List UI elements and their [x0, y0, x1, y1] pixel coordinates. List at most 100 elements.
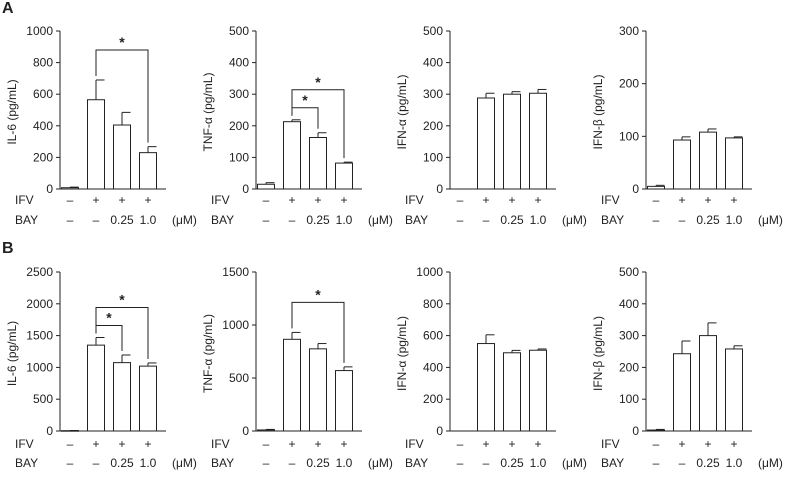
chart-6-bay-value: – — [289, 456, 296, 470]
chart-8-y-tick-label: 200 — [619, 360, 639, 374]
chart-1-y-tick-label: 600 — [33, 87, 53, 101]
chart-1-bay-value: – — [93, 213, 100, 227]
chart-2-bar — [309, 136, 327, 190]
chart-7-y-tick-label: 400 — [423, 360, 443, 374]
chart-7-bar — [477, 343, 495, 432]
chart-4-bar — [673, 139, 691, 190]
chart-5-ifv-value: – — [67, 437, 74, 451]
chart-6-ifv-value: + — [340, 437, 347, 451]
chart-3-bay-label: BAY — [405, 213, 428, 227]
chart-5-ifv-label: IFV — [15, 437, 34, 451]
chart-8-bay-value: 1.0 — [726, 456, 743, 470]
chart-6-bay-label: BAY — [211, 456, 234, 470]
chart-2-bay-value: 1.0 — [336, 213, 353, 227]
chart-5-unit-label: (μM) — [172, 456, 197, 470]
chart-5-bay-value: – — [93, 456, 100, 470]
chart-2-bar — [283, 121, 301, 190]
chart-2-y-tick-label: 100 — [229, 150, 249, 164]
chart-8-bay-value: – — [679, 456, 686, 470]
chart-6-ifv-value: – — [263, 437, 270, 451]
chart-3-ifv-value: – — [457, 193, 464, 207]
chart-2-bay-value: 0.25 — [306, 213, 330, 227]
chart-4-ifv-value: – — [653, 193, 660, 207]
chart-4-y-axis-label: IFN-β (pg/mL) — [591, 75, 605, 150]
chart-3-bay-value: – — [483, 213, 490, 227]
chart-2-ifv-value: + — [340, 193, 347, 207]
chart-5-y-tick-label: 2500 — [26, 265, 53, 279]
chart-7-ifv-value: – — [457, 437, 464, 451]
chart-4-y-tick-label: 0 — [632, 182, 639, 196]
chart-6-bay-value: – — [263, 456, 270, 470]
chart-4-bay-value: – — [653, 213, 660, 227]
chart-8-unit-label: (μM) — [758, 456, 783, 470]
chart-6-ifv-value: + — [314, 437, 321, 451]
chart-4-ifv-label: IFV — [601, 193, 620, 207]
chart-2-unit-label: (μM) — [368, 213, 393, 227]
chart-3-y-tick-label: 100 — [423, 150, 443, 164]
chart-1-y-tick-label: 800 — [33, 56, 53, 70]
chart-7-bar — [529, 349, 547, 432]
chart-1-y-tick-label: 0 — [46, 182, 53, 196]
chart-5-y-axis-label: IL-6 (pg/mL) — [5, 321, 19, 386]
chart-8-bar — [699, 335, 717, 432]
chart-2-bay-label: BAY — [211, 213, 234, 227]
chart-7-bay-value: 0.25 — [500, 456, 524, 470]
chart-4-bay-value: 0.25 — [696, 213, 720, 227]
chart-8-bay-value: 0.25 — [696, 456, 720, 470]
chart-4-unit-label: (μM) — [758, 213, 783, 227]
chart-1-bay-value: 0.25 — [110, 213, 134, 227]
chart-6-unit-label: (μM) — [368, 456, 393, 470]
chart-8-ifv-value: + — [678, 437, 685, 451]
chart-5-bar — [87, 344, 105, 432]
chart-7-bay-value: 1.0 — [530, 456, 547, 470]
chart-5-bar — [113, 362, 131, 432]
chart-3-ifv-value: + — [482, 193, 489, 207]
chart-8-y-tick-label: 300 — [619, 329, 639, 343]
chart-7-ifv-value: + — [508, 437, 515, 451]
chart-2-ifv-value: – — [263, 193, 270, 207]
chart-6-bar — [257, 429, 275, 432]
panel-label-b: B — [2, 240, 14, 257]
chart-5-ifv-value: + — [118, 437, 125, 451]
chart-3-bay-value: – — [457, 213, 464, 227]
chart-1-bay-label: BAY — [15, 213, 38, 227]
chart-4-y-tick-label: 300 — [619, 24, 639, 38]
chart-3-y-tick-label: 500 — [423, 24, 443, 38]
chart-8-ifv-value: + — [730, 437, 737, 451]
chart-2-ifv-label: IFV — [211, 193, 230, 207]
chart-5-bar — [139, 365, 157, 432]
chart-2-ifv-value: + — [288, 193, 295, 207]
chart-5-y-tick-label: 500 — [33, 392, 53, 406]
chart-7-y-axis-label: IFN-α (pg/mL) — [395, 316, 409, 391]
chart-5-significance-bracket — [95, 307, 149, 359]
chart-7-y-tick-label: 200 — [423, 392, 443, 406]
chart-1-y-tick-label: 200 — [33, 150, 53, 164]
chart-7-bar — [503, 352, 521, 432]
chart-7-y-tick-label: 800 — [423, 297, 443, 311]
chart-4-bay-label: BAY — [601, 213, 624, 227]
chart-1-y-tick-label: 400 — [33, 119, 53, 133]
chart-4-bar — [725, 137, 743, 190]
chart-8-ifv-label: IFV — [601, 437, 620, 451]
chart-5-significance-star: * — [119, 292, 125, 308]
chart-4-bar — [647, 185, 665, 190]
panel-label-a: A — [2, 0, 14, 17]
chart-4-bay-value: – — [679, 213, 686, 227]
chart-2-y-tick-label: 400 — [229, 56, 249, 70]
chart-2-bay-value: – — [263, 213, 270, 227]
chart-5-bay-value: 1.0 — [140, 456, 157, 470]
chart-1-ifv-value: + — [92, 193, 99, 207]
chart-1-bar — [61, 187, 79, 190]
chart-6-ifv-label: IFV — [211, 437, 230, 451]
chart-6-bar — [309, 348, 327, 432]
chart-8-bay-label: BAY — [601, 456, 624, 470]
chart-5-bay-value: – — [67, 456, 74, 470]
chart-5-bay-label: BAY — [15, 456, 38, 470]
chart-7-ifv-value: + — [534, 437, 541, 451]
chart-7-unit-label: (μM) — [562, 456, 587, 470]
chart-1-ifv-value: + — [118, 193, 125, 207]
chart-1-y-axis-label: IL-6 (pg/mL) — [5, 79, 19, 144]
chart-1-bar — [139, 152, 157, 190]
